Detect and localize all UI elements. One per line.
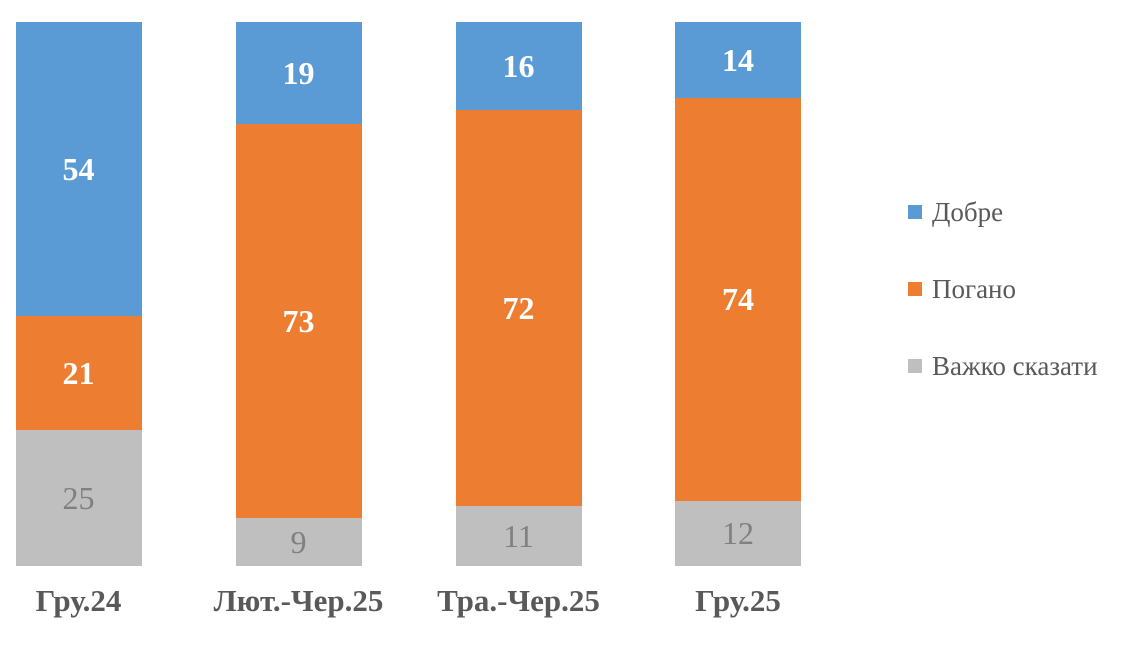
bar-segment: 72: [455, 109, 582, 506]
value-label: 11: [503, 517, 534, 554]
legend-label: Погано: [932, 273, 1017, 304]
bar-segment: 73: [235, 124, 362, 518]
bar-segment: 11: [455, 505, 582, 566]
value-label: 74: [722, 281, 754, 318]
legend-swatch-icon: [908, 359, 922, 373]
bar-column: 16 72 11: [455, 22, 582, 566]
value-label: 9: [290, 523, 307, 560]
value-label: 72: [502, 289, 535, 326]
value-label: 14: [722, 42, 754, 79]
value-label: 12: [722, 515, 754, 552]
category-label: Гру.24: [35, 583, 122, 618]
value-label: 54: [62, 150, 95, 187]
value-label: 21: [62, 354, 95, 391]
value-label: 16: [502, 47, 535, 84]
bar-segment: 12: [675, 500, 801, 566]
legend-item: Важко сказати: [908, 351, 1098, 381]
bar-segment: 25: [15, 429, 142, 566]
bar-segment: 21: [15, 315, 142, 430]
value-label: 25: [62, 479, 95, 516]
value-label: 73: [282, 302, 315, 339]
category-label: Тра.-Чер.25: [437, 583, 600, 618]
bar-column: 14 74 12: [675, 22, 801, 566]
bar-segment: 14: [675, 22, 801, 99]
value-label: 19: [282, 55, 315, 92]
bar-column: 19 73 9: [235, 22, 362, 566]
legend-swatch-icon: [908, 205, 922, 219]
bar-segment: 16: [455, 22, 582, 110]
bar-segment: 74: [675, 98, 801, 501]
bar-segment: 19: [235, 22, 362, 125]
legend-item: Погано: [908, 274, 1098, 304]
legend-label: Важко сказати: [932, 350, 1098, 381]
category-label: Лют.-Чер.25: [213, 583, 384, 618]
legend-item: Добре: [908, 197, 1098, 227]
bar-column: 54 21 25: [15, 22, 142, 566]
legend-swatch-icon: [908, 282, 922, 296]
legend: Добре Погано Важко сказати: [908, 197, 1098, 428]
legend-label: Добре: [932, 196, 1004, 227]
category-label: Гру.25: [695, 583, 781, 618]
bar-segment: 9: [235, 517, 362, 566]
bar-segment: 54: [15, 22, 142, 316]
